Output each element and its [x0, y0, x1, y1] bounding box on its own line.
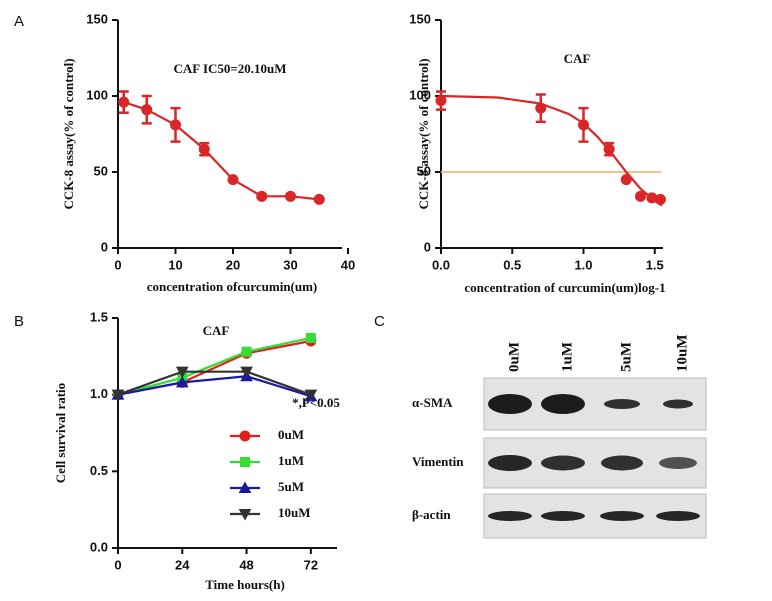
- blot-band: [659, 457, 697, 469]
- row-label: α-SMA: [412, 395, 453, 410]
- annotation: *,P<0.05: [292, 395, 340, 410]
- marker: [256, 190, 268, 202]
- marker: [227, 174, 239, 186]
- marker: [241, 346, 252, 357]
- x-axis-label: concentration of curcumin(um)log-1: [464, 280, 665, 295]
- series-line: [123, 101, 320, 201]
- legend-label: 1uM: [278, 453, 304, 468]
- legend-marker: [240, 457, 250, 467]
- blot-band: [601, 455, 643, 471]
- marker: [435, 95, 447, 107]
- y-tick-label: 50: [94, 163, 108, 178]
- lane-label: 10uM: [674, 335, 690, 373]
- x-tick-label: 0: [114, 557, 121, 572]
- x-tick-label: 1.5: [646, 257, 664, 272]
- y-tick-label: 50: [417, 163, 431, 178]
- annotation: CAF: [564, 51, 591, 66]
- marker: [313, 193, 325, 205]
- series-line: [117, 370, 312, 396]
- y-tick-label: 150: [409, 11, 431, 26]
- legend-marker: [238, 509, 252, 521]
- x-tick-label: 0: [114, 257, 121, 272]
- x-tick-label: 48: [239, 557, 253, 572]
- blot-band: [600, 511, 644, 521]
- x-tick-label: 20: [226, 257, 240, 272]
- marker: [535, 102, 547, 114]
- y-tick-label: 1.5: [90, 309, 108, 324]
- series-line: [440, 94, 663, 207]
- x-axis-label: concentration ofcurcumin(um): [147, 279, 318, 294]
- marker: [304, 389, 318, 402]
- blot-band: [488, 394, 532, 414]
- marker: [285, 190, 296, 202]
- lane-label: 5uM: [618, 342, 634, 372]
- x-tick-label: 0.0: [432, 257, 450, 272]
- blot-band: [663, 399, 693, 409]
- blot-band: [541, 455, 585, 471]
- marker: [198, 143, 210, 155]
- row-label: Vimentin: [412, 454, 464, 469]
- y-tick-label: 0: [424, 239, 431, 254]
- lane-label: 0uM: [506, 342, 522, 372]
- marker: [603, 143, 615, 155]
- marker: [175, 366, 189, 379]
- marker: [305, 332, 316, 343]
- row-label: β-actin: [412, 507, 451, 522]
- marker: [578, 119, 589, 131]
- x-tick-label: 40: [341, 257, 355, 272]
- x-tick-label: 24: [175, 557, 190, 572]
- marker: [118, 96, 130, 108]
- panel-label: B: [14, 313, 24, 330]
- marker: [111, 389, 125, 402]
- x-tick-label: 0.5: [503, 257, 521, 272]
- y-tick-label: 1.0: [90, 386, 108, 401]
- legend-marker: [238, 481, 252, 493]
- legend-label: 5uM: [278, 479, 304, 494]
- marker: [175, 375, 189, 388]
- marker: [635, 190, 646, 202]
- blot-band: [541, 394, 585, 414]
- y-axis-label: CCK-8 assay(% of control): [416, 58, 431, 209]
- marker: [170, 119, 181, 131]
- panel-label: C: [374, 313, 385, 330]
- marker: [141, 104, 153, 116]
- x-tick-label: 10: [168, 257, 182, 272]
- y-tick-label: 0.5: [90, 463, 108, 478]
- legend-label: 0uM: [278, 427, 304, 442]
- lane-label: 1uM: [559, 342, 575, 372]
- series-line: [117, 375, 312, 398]
- x-tick-label: 72: [304, 557, 318, 572]
- blot-band: [656, 511, 700, 521]
- annotation: CAF IC50=20.10uM: [173, 61, 286, 76]
- marker: [620, 174, 632, 186]
- series-line: [117, 336, 312, 396]
- marker: [240, 366, 253, 379]
- blot-band: [488, 455, 532, 471]
- x-tick-label: 30: [283, 257, 297, 272]
- y-axis-label: CCK-8 assay(% of control): [61, 58, 76, 209]
- blot-band: [604, 399, 640, 409]
- panel-label: A: [14, 13, 24, 30]
- marker: [654, 193, 666, 205]
- y-axis-label: Cell survival ratio: [53, 383, 68, 483]
- y-tick-label: 150: [86, 11, 108, 26]
- blot-band: [488, 511, 532, 521]
- x-tick-label: 1.0: [574, 257, 592, 272]
- annotation: CAF: [203, 323, 230, 338]
- x-axis-label: Time hours(h): [205, 577, 285, 592]
- legend-marker: [239, 430, 251, 442]
- y-tick-label: 100: [86, 87, 108, 102]
- y-tick-label: 100: [409, 87, 431, 102]
- y-tick-label: 0: [101, 239, 108, 254]
- blot-band: [541, 511, 585, 521]
- legend-label: 10uM: [278, 505, 311, 520]
- y-tick-label: 0.0: [90, 539, 108, 554]
